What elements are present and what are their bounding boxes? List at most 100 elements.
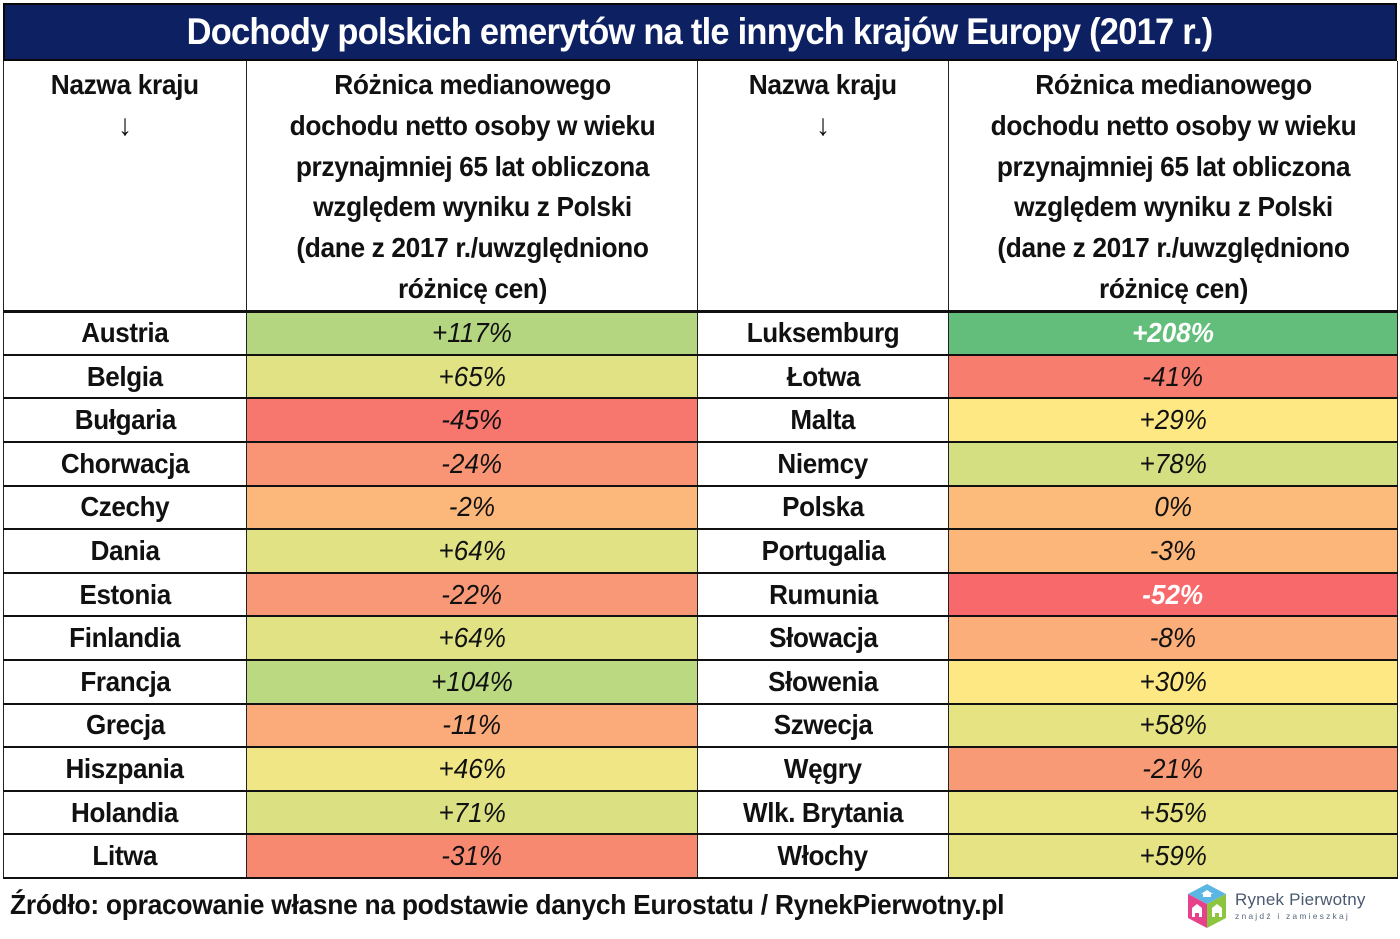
value-text: -52% — [1142, 578, 1204, 610]
value-cell-left: +64% — [246, 528, 698, 574]
value-text: -45% — [441, 404, 503, 436]
country-name: Dania — [90, 535, 160, 567]
value-text: -22% — [441, 578, 503, 610]
country-name: Włochy — [777, 840, 869, 872]
country-name: Malta — [790, 404, 856, 436]
value-text: +58% — [1139, 709, 1207, 741]
value-text: +64% — [438, 622, 506, 654]
country-cell-left: Francja — [3, 659, 247, 705]
country-name: Łotwa — [786, 360, 860, 392]
country-name: Portugalia — [761, 535, 885, 567]
header-value-right: Różnica medianowego dochodu netto osoby … — [948, 61, 1398, 313]
country-cell-right: Szwecja — [697, 703, 949, 749]
country-cell-right: Węgry — [697, 746, 949, 792]
value-cell-right: +30% — [948, 659, 1398, 705]
source-note: Źródło: opracowanie własne na podstawie … — [10, 884, 1046, 926]
value-cell-left: -45% — [246, 397, 698, 444]
table-row: Estonia -22% Rumunia -52% — [3, 572, 1398, 618]
country-name: Finlandia — [69, 622, 181, 654]
country-cell-left: Chorwacja — [3, 441, 247, 487]
country-name: Francja — [79, 665, 171, 697]
country-cell-left: Bułgaria — [3, 397, 247, 444]
table-row: Belgia +65% Łotwa -41% — [3, 354, 1398, 400]
table-row: Czechy -2% Polska 0% — [3, 485, 1398, 531]
value-cell-left: +64% — [246, 615, 698, 662]
country-name: Luksemburg — [746, 317, 900, 349]
value-text: +30% — [1139, 665, 1207, 697]
value-text: +208% — [1132, 317, 1214, 349]
value-text: +78% — [1139, 447, 1207, 479]
header-row: Nazwa kraju ↓ Różnica medianowego dochod… — [3, 61, 1398, 313]
value-text: +117% — [432, 317, 512, 349]
header-country-left: Nazwa kraju ↓ — [3, 61, 247, 313]
value-cell-left: +104% — [246, 659, 698, 705]
header-value-text: Różnica medianowego dochodu netto osoby … — [990, 69, 1356, 304]
country-cell-left: Belgia — [3, 354, 247, 400]
country-cell-right: Niemcy — [697, 441, 949, 487]
value-text: -11% — [442, 709, 502, 741]
value-text: +46% — [438, 753, 506, 785]
country-cell-left: Hiszpania — [3, 746, 247, 792]
country-name: Węgry — [784, 753, 862, 785]
header-country-label: Nazwa kraju — [50, 69, 199, 100]
country-name: Niemcy — [777, 447, 869, 479]
value-cell-left: -2% — [246, 485, 698, 531]
value-text: 0% — [1154, 491, 1192, 523]
value-cell-right: +208% — [948, 310, 1398, 356]
country-name: Chorwacja — [60, 447, 190, 479]
country-name: Litwa — [92, 840, 158, 872]
country-name: Grecja — [85, 709, 165, 741]
table-row: Bułgaria -45% Malta +29% — [3, 397, 1398, 444]
value-text: -2% — [448, 491, 496, 523]
table-row: Chorwacja -24% Niemcy +78% — [3, 441, 1398, 487]
logo-name: Rynek Pierwotny — [1235, 890, 1366, 910]
country-cell-right: Wlk. Brytania — [697, 790, 949, 836]
table-row: Austria +117% Luksemburg +208% — [3, 310, 1398, 356]
country-cell-left: Finlandia — [3, 615, 247, 662]
value-cell-left: +71% — [246, 790, 698, 836]
value-text: +71% — [438, 796, 506, 828]
value-cell-right: 0% — [948, 485, 1398, 531]
country-name: Holandia — [71, 796, 179, 828]
logo: Rynek Pierwotny znajdź i zamieszkaj — [1186, 880, 1396, 932]
country-name: Belgia — [87, 360, 163, 392]
country-cell-right: Rumunia — [697, 572, 949, 618]
logo-tagline: znajdź i zamieszkaj — [1235, 911, 1351, 922]
country-cell-right: Włochy — [697, 833, 949, 879]
value-text: -21% — [1142, 753, 1204, 785]
table-row: Francja +104% Słowenia +30% — [3, 659, 1398, 705]
country-name: Słowacja — [768, 622, 878, 654]
country-cell-left: Czechy — [3, 485, 247, 531]
country-name: Rumunia — [768, 578, 878, 610]
arrow-down-icon: ↓ — [816, 108, 830, 142]
title-bar: Dochody polskich emerytów na tle innych … — [3, 3, 1397, 61]
table-row: Dania +64% Portugalia -3% — [3, 528, 1398, 574]
value-cell-right: +55% — [948, 790, 1398, 836]
table-frame: Dochody polskich emerytów na tle innych … — [3, 3, 1398, 879]
table-row: Finlandia +64% Słowacja -8% — [3, 615, 1398, 662]
value-text: +55% — [1139, 796, 1207, 828]
table-row: Holandia +71% Wlk. Brytania +55% — [3, 790, 1398, 836]
value-cell-right: -52% — [948, 572, 1398, 618]
value-cell-left: +46% — [246, 746, 698, 792]
arrow-down-icon: ↓ — [118, 108, 132, 142]
value-cell-right: -41% — [948, 354, 1398, 400]
value-cell-right: +58% — [948, 703, 1398, 749]
country-name: Hiszpania — [65, 753, 185, 785]
value-cell-right: -3% — [948, 528, 1398, 574]
value-text: +104% — [431, 665, 513, 697]
country-name: Szwecja — [773, 709, 873, 741]
value-cell-left: +65% — [246, 354, 698, 400]
country-cell-right: Luksemburg — [697, 310, 949, 356]
value-cell-right: -8% — [948, 615, 1398, 662]
country-name: Bułgaria — [74, 404, 176, 436]
value-text: +59% — [1139, 840, 1207, 872]
country-cell-left: Holandia — [3, 790, 247, 836]
header-country-label: Nazwa kraju — [748, 69, 897, 100]
country-name: Estonia — [79, 578, 171, 610]
table-row: Litwa -31% Włochy +59% — [3, 833, 1398, 879]
country-cell-right: Słowenia — [697, 659, 949, 705]
country-cell-right: Malta — [697, 397, 949, 444]
header-country-right: Nazwa kraju ↓ — [697, 61, 949, 313]
data-table: Nazwa kraju ↓ Różnica medianowego dochod… — [3, 61, 1398, 879]
